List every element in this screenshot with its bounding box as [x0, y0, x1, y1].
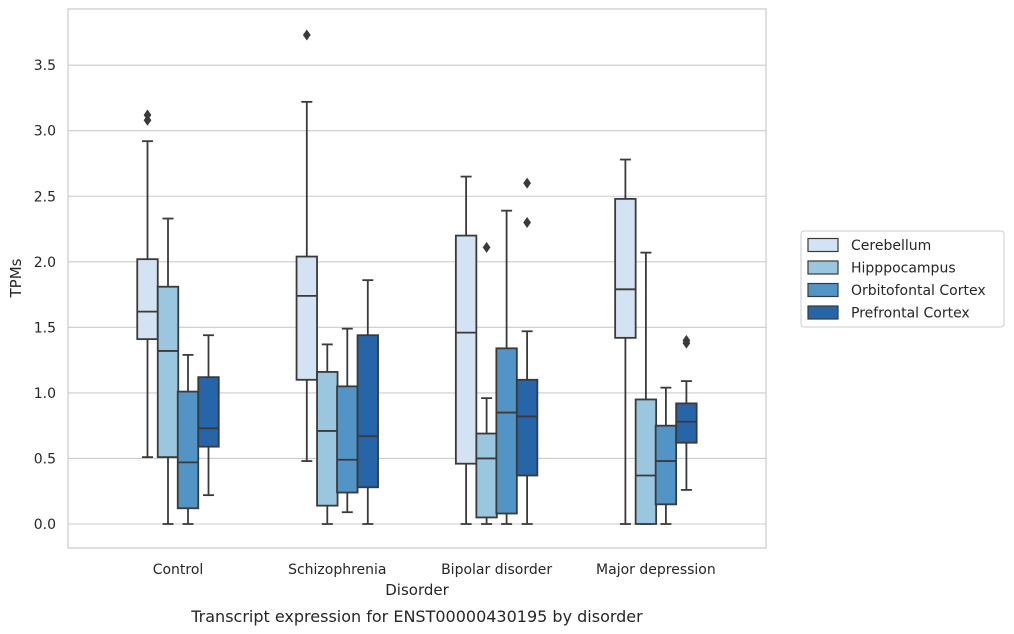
- legend-swatch: [807, 305, 839, 320]
- box-2-3: [654, 386, 678, 525]
- x-tick-label: Major depression: [596, 562, 716, 578]
- iqr-box: [515, 378, 539, 477]
- outlier-marker: [523, 216, 531, 228]
- box-0-0: [136, 109, 159, 459]
- iqr-box: [136, 258, 159, 341]
- iqr-box: [336, 385, 359, 494]
- legend-items: Cerebellum Hipppocampus Orbitofontal Corte…: [807, 237, 986, 322]
- box-2-2: [495, 209, 518, 525]
- legend-label: Hipppocampus: [851, 261, 956, 277]
- y-tick-label: 0.0: [34, 517, 56, 533]
- legend-label: Cerebellum: [851, 238, 931, 254]
- outlier-marker: [143, 109, 152, 121]
- iqr-box: [295, 255, 318, 381]
- iqr-box: [654, 424, 678, 506]
- legend-swatch: [807, 282, 839, 298]
- legend-swatch: [807, 260, 839, 275]
- box-0-1: [295, 29, 318, 462]
- box-2-0: [176, 353, 200, 525]
- box-1-3: [634, 251, 658, 525]
- iqr-box: [156, 285, 180, 459]
- iqr-box: [634, 398, 658, 525]
- box-0-2: [454, 175, 478, 525]
- y-tick-label: 3.0: [34, 124, 56, 140]
- x-tick-label: Bipolar disorder: [441, 562, 552, 578]
- legend-label: Prefrontal Cortex: [851, 306, 970, 322]
- x-axis-label: Disorder: [385, 581, 449, 599]
- iqr-box: [356, 334, 379, 489]
- iqr-box: [454, 234, 478, 465]
- legend-frame: [800, 230, 1005, 328]
- y-tick-label: 2.5: [34, 189, 56, 205]
- legend-label: Orbitofontal Cortex: [851, 283, 986, 299]
- iqr-box: [316, 371, 339, 507]
- legend: Cerebellum Hipppocampus Orbitofontal Corte…: [800, 230, 1005, 328]
- box-3-0: [197, 334, 220, 497]
- x-tick-label: Control: [153, 562, 204, 578]
- outlier-marker: [302, 29, 311, 41]
- y-tick-label: 1.5: [34, 320, 56, 336]
- box-0-3: [614, 158, 637, 525]
- x-tick-labels: Control Schizophrenia Bipolar disorder Majo…: [153, 562, 716, 578]
- iqr-box: [675, 402, 698, 444]
- box-1-0: [156, 217, 180, 525]
- box-2-1: [336, 327, 359, 514]
- plot-frame: [67, 8, 767, 549]
- outlier-marker: [682, 334, 691, 346]
- y-tick-labels: 0.0 0.5 1.0 1.5 2.0 2.5 3.0 3.5: [34, 58, 56, 533]
- y-axis-label: TPMs: [7, 258, 25, 298]
- y-tick-label: 1.0: [34, 386, 56, 402]
- box-3-2: [515, 177, 539, 525]
- box-3-3: [675, 334, 698, 491]
- box-1-1: [316, 343, 339, 525]
- box-plots: [136, 29, 698, 525]
- y-tick-label: 3.5: [34, 58, 56, 74]
- outlier-marker: [523, 177, 531, 189]
- iqr-box: [475, 432, 498, 519]
- box-1-2: [475, 241, 498, 525]
- legend-swatch: [807, 237, 839, 253]
- figure-caption: Transcript expression for ENST0000043019…: [190, 607, 643, 626]
- iqr-box: [614, 197, 637, 339]
- x-tick-label: Schizophrenia: [288, 562, 386, 578]
- y-tick-label: 2.0: [34, 255, 56, 271]
- y-tick-label: 0.5: [34, 451, 56, 467]
- outlier-marker: [482, 241, 491, 253]
- iqr-box: [495, 347, 518, 515]
- iqr-box: [176, 390, 200, 510]
- box-3-1: [356, 279, 379, 525]
- iqr-box: [197, 376, 220, 448]
